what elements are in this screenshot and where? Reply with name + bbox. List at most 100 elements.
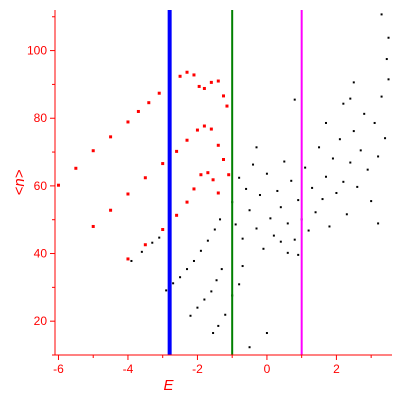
data-point — [161, 228, 165, 232]
x-axis-title: E — [163, 377, 174, 394]
y-axis-title: <n> — [11, 169, 28, 195]
data-point — [192, 73, 196, 77]
data-point — [109, 208, 113, 212]
x-tick-label: -6 — [53, 362, 64, 376]
data-point — [279, 240, 282, 243]
data-point — [342, 180, 345, 183]
data-point — [304, 166, 307, 169]
data-point — [245, 187, 248, 190]
data-point — [140, 250, 143, 253]
data-point — [238, 176, 241, 179]
data-point — [143, 243, 147, 247]
data-point — [328, 225, 331, 228]
data-point — [225, 104, 229, 108]
data-point — [147, 101, 151, 105]
data-point — [321, 198, 324, 201]
data-point — [352, 130, 355, 133]
data-point — [56, 183, 60, 187]
data-point — [195, 128, 199, 132]
data-point — [197, 84, 201, 88]
y-tick-label: 100 — [27, 44, 47, 58]
data-point — [241, 237, 244, 240]
data-point — [199, 173, 203, 177]
data-point — [211, 178, 215, 182]
data-point — [366, 168, 369, 171]
data-point — [290, 179, 293, 182]
x-tick-label: 0 — [264, 362, 271, 376]
data-point — [248, 209, 251, 212]
x-tick-label: -2 — [192, 362, 203, 376]
data-point — [192, 187, 196, 191]
y-tick-label: 40 — [34, 247, 48, 261]
data-point — [91, 149, 95, 153]
data-point — [387, 78, 390, 81]
data-point — [172, 282, 175, 285]
data-point — [126, 120, 130, 124]
data-point — [179, 276, 182, 279]
data-point — [297, 199, 300, 202]
data-point — [311, 186, 314, 189]
data-point — [158, 236, 161, 239]
data-point — [130, 259, 133, 262]
data-point — [216, 79, 220, 83]
data-point — [269, 217, 272, 220]
data-point — [318, 146, 321, 149]
data-point — [227, 173, 231, 177]
data-point — [209, 127, 213, 131]
data-point — [210, 290, 213, 293]
data-point — [143, 176, 147, 180]
data-point — [324, 175, 327, 178]
data-point — [126, 192, 130, 196]
data-point — [189, 314, 192, 317]
data-point — [238, 283, 241, 286]
data-point — [283, 160, 286, 163]
data-point — [384, 137, 387, 140]
data-point — [377, 155, 380, 158]
data-point — [255, 146, 258, 149]
data-point — [222, 158, 225, 161]
data-point — [185, 70, 189, 74]
data-point — [212, 332, 215, 335]
data-point — [307, 229, 310, 232]
x-tick-label: 2 — [333, 362, 340, 376]
data-point — [314, 211, 317, 214]
data-point — [349, 97, 352, 100]
data-point — [255, 227, 258, 230]
data-point — [286, 251, 289, 254]
y-tick-label: 80 — [34, 111, 48, 125]
data-point — [192, 259, 195, 262]
data-point — [286, 222, 289, 225]
data-point — [380, 95, 383, 98]
data-point — [151, 241, 154, 244]
data-point — [126, 257, 130, 261]
data-point — [222, 94, 225, 98]
data-point — [157, 91, 161, 95]
data-point — [262, 247, 265, 250]
data-point — [203, 298, 206, 301]
y-axis-ticks: 20 40 60 80 100 — [27, 16, 55, 356]
data-point — [217, 324, 220, 327]
data-point — [161, 162, 165, 166]
data-point — [185, 200, 189, 204]
data-point — [136, 109, 140, 113]
data-point — [206, 171, 210, 175]
x-axis-ticks: -6 -4 -2 0 2 — [53, 355, 372, 376]
data-point — [175, 213, 179, 217]
data-point — [324, 121, 327, 124]
data-point — [385, 58, 388, 61]
data-point — [345, 213, 348, 216]
data-point — [276, 189, 279, 192]
data-point — [186, 268, 189, 271]
data-point — [224, 313, 227, 316]
data-point — [370, 200, 373, 203]
data-point — [216, 143, 220, 147]
data-point — [209, 80, 213, 84]
data-point — [248, 346, 251, 349]
data-point — [342, 102, 345, 105]
data-point — [293, 98, 296, 101]
data-point — [338, 138, 341, 141]
data-point — [199, 249, 202, 252]
data-point — [185, 138, 189, 142]
data-point — [359, 149, 362, 152]
